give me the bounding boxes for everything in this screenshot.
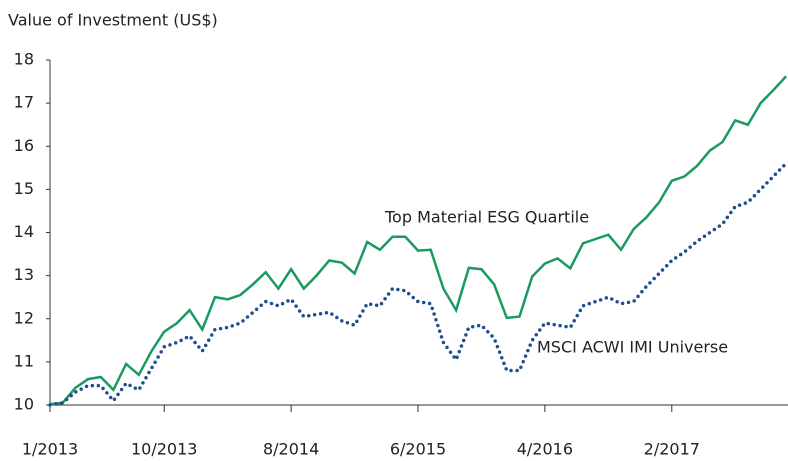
y-tick-label: 13 — [14, 265, 34, 284]
series-line — [49, 75, 787, 406]
x-tick-label: 8/2014 — [263, 440, 319, 459]
series-line — [48, 161, 788, 407]
y-tick-label: 12 — [14, 308, 34, 327]
y-tick-label: 17 — [14, 93, 34, 112]
y-tick-label: 16 — [14, 136, 34, 155]
x-tick-label: 10/2013 — [131, 440, 197, 459]
x-tick-label: 1/2013 — [22, 440, 78, 459]
x-tick-label: 6/2015 — [390, 440, 446, 459]
x-tick-label: 2/2017 — [644, 440, 700, 459]
series-label: MSCI ACWI IMI Universe — [537, 338, 728, 357]
x-tick-label: 4/2016 — [517, 440, 573, 459]
y-tick-label: 14 — [14, 222, 34, 241]
y-tick-label: 15 — [14, 179, 34, 198]
y-axis-title: Value of Investment (US$) — [8, 11, 218, 30]
y-tick-label: 11 — [14, 351, 34, 370]
y-tick-label: 10 — [14, 395, 34, 414]
y-tick-label: 18 — [14, 50, 34, 69]
series-label: Top Material ESG Quartile — [384, 208, 589, 227]
